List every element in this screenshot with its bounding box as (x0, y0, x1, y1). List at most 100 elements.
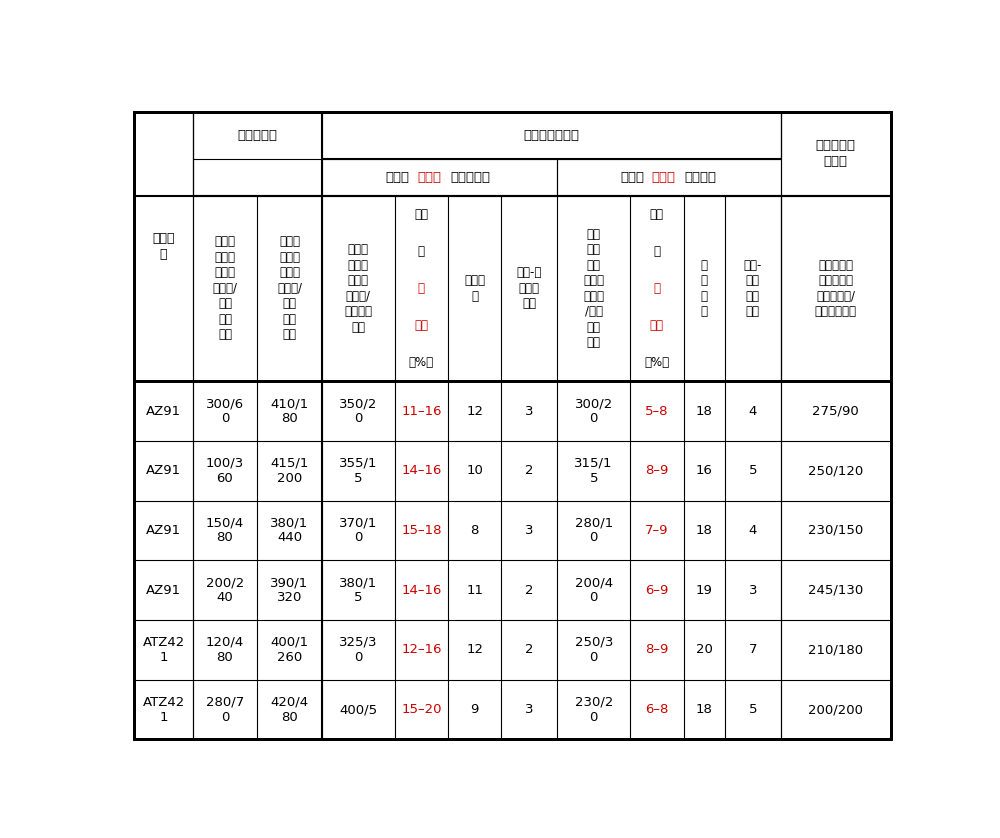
Text: 析出相圆整
化调控: 析出相圆整 化调控 (816, 139, 856, 168)
Text: 250/3
0: 250/3 0 (575, 636, 613, 664)
Text: 400/5: 400/5 (339, 703, 377, 716)
Text: 次: 次 (418, 245, 425, 258)
Text: 2: 2 (525, 644, 534, 656)
Text: 5: 5 (748, 464, 757, 477)
Text: 高温热
处理温
度（摄
氏度）/
时间
（分
钟）: 高温热 处理温 度（摄 氏度）/ 时间 （分 钟） (277, 235, 302, 341)
Text: 350/2
0: 350/2 0 (339, 397, 377, 425)
Text: 下率: 下率 (650, 319, 664, 332)
Text: 14–16: 14–16 (401, 464, 442, 477)
Text: 2: 2 (525, 583, 534, 597)
Text: 9: 9 (470, 703, 479, 716)
Text: 18: 18 (696, 524, 713, 537)
Text: 14–16: 14–16 (401, 583, 442, 597)
Text: 快速轧制: 快速轧制 (684, 171, 716, 184)
Text: 3: 3 (525, 524, 534, 537)
Text: 250/120: 250/120 (808, 464, 863, 477)
Text: 7: 7 (748, 644, 757, 656)
Text: 2: 2 (525, 464, 534, 477)
Text: 7–9: 7–9 (645, 524, 669, 537)
Text: 压: 压 (418, 282, 425, 295)
Text: 380/1
440: 380/1 440 (270, 516, 309, 545)
Text: 12–16: 12–16 (401, 644, 442, 656)
Text: 300/6
0: 300/6 0 (206, 397, 244, 425)
Text: 150/4
80: 150/4 80 (206, 516, 244, 545)
Text: 11–16: 11–16 (401, 405, 442, 417)
Text: 高温大: 高温大 (386, 171, 410, 184)
Text: 200/4
0: 200/4 0 (575, 576, 613, 604)
Text: 390/1
320: 390/1 320 (270, 576, 309, 604)
Text: 18: 18 (696, 405, 713, 417)
Text: 退火-轧
制循环
次数: 退火-轧 制循环 次数 (517, 266, 542, 310)
Text: 压: 压 (653, 282, 660, 295)
Text: 15–18: 15–18 (401, 524, 442, 537)
Text: 低温热
处理温
度（摄
氏度）/
时间
（分
钟）: 低温热 处理温 度（摄 氏度）/ 时间 （分 钟） (212, 235, 237, 341)
Text: 420/4
80: 420/4 80 (270, 696, 309, 723)
Text: 4: 4 (749, 524, 757, 537)
Text: 18: 18 (696, 703, 713, 716)
Text: 低温小: 低温小 (620, 171, 644, 184)
Text: 轧制
前退
火温
度（摄
氏度）
/时间
（分
钟）: 轧制 前退 火温 度（摄 氏度） /时间 （分 钟） (583, 228, 604, 349)
Text: 315/1
5: 315/1 5 (574, 457, 613, 484)
Text: 中低速轧制: 中低速轧制 (451, 171, 491, 184)
Text: AZ91: AZ91 (146, 583, 181, 597)
Text: 轧辊转
速: 轧辊转 速 (464, 274, 485, 303)
Text: 200/200: 200/200 (808, 703, 863, 716)
Text: 5: 5 (748, 703, 757, 716)
Text: 8–9: 8–9 (645, 644, 669, 656)
Text: 圆整化调控
热处理温度
（摄氏度）/
时间（分钟）: 圆整化调控 热处理温度 （摄氏度）/ 时间（分钟） (815, 259, 857, 318)
Text: 415/1
200: 415/1 200 (270, 457, 309, 484)
Text: 变温轧细化晶粒: 变温轧细化晶粒 (523, 129, 579, 142)
Text: 400/1
260: 400/1 260 (270, 636, 309, 664)
Text: 11: 11 (466, 583, 483, 597)
Text: 压下率: 压下率 (652, 171, 676, 184)
Text: 次: 次 (653, 245, 660, 258)
Text: （%）: （%） (409, 356, 434, 369)
Text: 每道: 每道 (414, 208, 428, 220)
Text: 每道: 每道 (650, 208, 664, 220)
Text: 230/2
0: 230/2 0 (575, 696, 613, 723)
Text: 325/3
0: 325/3 0 (339, 636, 377, 664)
Text: 下率: 下率 (414, 319, 428, 332)
Text: 16: 16 (696, 464, 713, 477)
Text: 15–20: 15–20 (401, 703, 442, 716)
Text: 100/3
60: 100/3 60 (206, 457, 244, 484)
Text: 3: 3 (525, 405, 534, 417)
Text: 380/1
5: 380/1 5 (339, 576, 377, 604)
Text: 8–9: 8–9 (645, 464, 669, 477)
Text: 275/90: 275/90 (812, 405, 859, 417)
Text: AZ91: AZ91 (146, 464, 181, 477)
Text: 压下率: 压下率 (417, 171, 441, 184)
Text: 410/1
80: 410/1 80 (270, 397, 309, 425)
Text: ATZ42
1: ATZ42 1 (142, 636, 185, 664)
Text: 355/1
5: 355/1 5 (339, 457, 377, 484)
Text: 210/180: 210/180 (808, 644, 863, 656)
Text: 10: 10 (466, 464, 483, 477)
Text: 8: 8 (470, 524, 479, 537)
Text: 3: 3 (525, 703, 534, 716)
Text: 轧
辊
转
速: 轧 辊 转 速 (701, 259, 708, 318)
Text: 均匀化处理: 均匀化处理 (237, 129, 277, 142)
Text: 230/150: 230/150 (808, 524, 863, 537)
Text: 300/2
0: 300/2 0 (575, 397, 613, 425)
Text: 3: 3 (748, 583, 757, 597)
Text: 20: 20 (696, 644, 713, 656)
Text: 5–8: 5–8 (645, 405, 669, 417)
Text: 245/130: 245/130 (808, 583, 863, 597)
Text: 370/1
0: 370/1 0 (339, 516, 377, 545)
Text: 12: 12 (466, 644, 483, 656)
Text: 200/2
40: 200/2 40 (206, 576, 244, 604)
Text: 6–9: 6–9 (645, 583, 669, 597)
Text: 19: 19 (696, 583, 713, 597)
Text: ATZ42
1: ATZ42 1 (142, 696, 185, 723)
Text: 12: 12 (466, 405, 483, 417)
Text: 280/7
0: 280/7 0 (206, 696, 244, 723)
Text: 合金牌
号: 合金牌 号 (152, 232, 175, 261)
Text: AZ91: AZ91 (146, 405, 181, 417)
Text: 退火-
轧制
循环
次数: 退火- 轧制 循环 次数 (744, 259, 762, 318)
Text: 6–8: 6–8 (645, 703, 669, 716)
Text: 120/4
80: 120/4 80 (206, 636, 244, 664)
Text: 280/1
0: 280/1 0 (575, 516, 613, 545)
Text: （%）: （%） (644, 356, 669, 369)
Text: 4: 4 (749, 405, 757, 417)
Text: 轧制前
退火温
度（摄
氏度）/
时间（分
钟）: 轧制前 退火温 度（摄 氏度）/ 时间（分 钟） (344, 243, 372, 334)
